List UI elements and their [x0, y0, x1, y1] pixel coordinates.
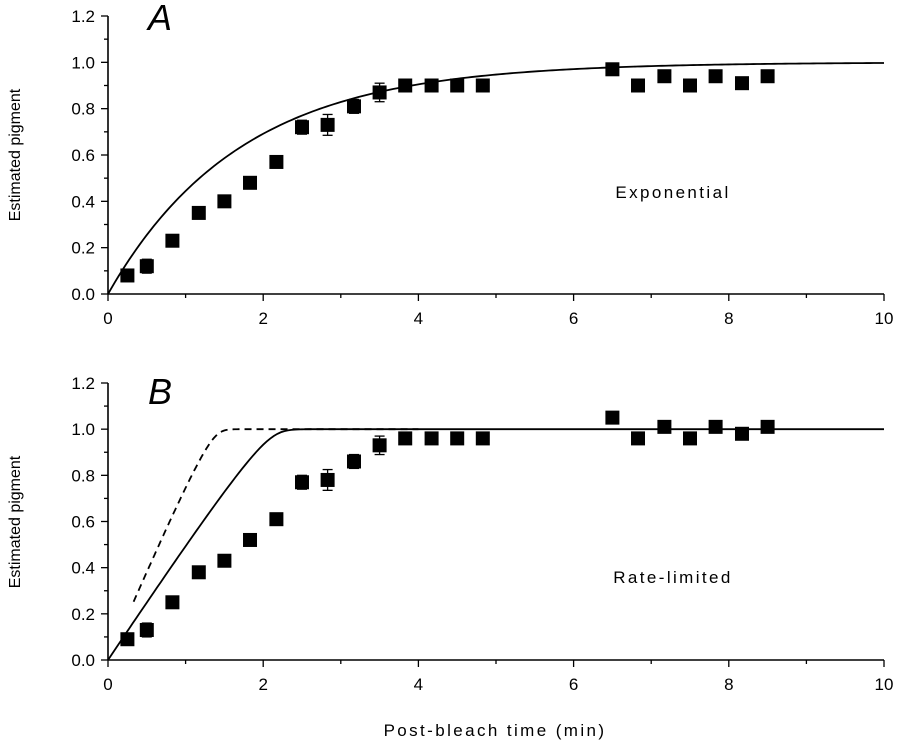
panel-label: B [148, 371, 172, 412]
data-point [450, 431, 465, 446]
data-point [708, 419, 723, 434]
x-tick-label: 8 [724, 309, 733, 328]
x-tick-label: 4 [414, 675, 423, 694]
panel-label: A [146, 0, 172, 38]
y-tick-label: 0.4 [71, 559, 95, 578]
data-point [269, 154, 284, 169]
data-point [760, 419, 775, 434]
y-axis-title: Estimated pigment [7, 455, 24, 588]
data-point [295, 475, 309, 490]
data-point [191, 565, 206, 580]
data-point [398, 78, 413, 93]
data-point [657, 69, 672, 84]
data-point [372, 85, 387, 100]
data-point [372, 438, 387, 453]
y-tick-label: 0.6 [71, 513, 95, 532]
data-point [217, 553, 232, 568]
data-point [708, 69, 723, 84]
y-tick-label: 0.6 [71, 146, 95, 165]
data-point [683, 431, 697, 446]
x-axis-title: Post-bleach time (min) [384, 721, 607, 740]
y-tick-label: 0.8 [71, 100, 95, 119]
x-tick-label: 0 [103, 309, 112, 328]
y-tick-label: 0.0 [71, 285, 95, 304]
data-point [605, 410, 620, 425]
data-point [320, 472, 335, 487]
x-tick-label: 2 [258, 309, 267, 328]
y-tick-label: 0.0 [71, 651, 95, 670]
y-tick-label: 0.2 [71, 605, 95, 624]
annotation-label: Exponential [615, 183, 730, 202]
data-point [398, 431, 413, 446]
y-tick-label: 0.8 [71, 466, 95, 485]
y-tick-label: 1.0 [71, 53, 95, 72]
data-point [191, 205, 206, 220]
annotation-label: Rate-limited [613, 568, 733, 587]
x-tick-label: 4 [414, 309, 423, 328]
data-point [346, 454, 361, 469]
data-point [760, 69, 775, 84]
y-tick-label: 1.2 [71, 7, 95, 26]
data-point [475, 431, 490, 446]
data-point [631, 431, 646, 446]
y-tick-label: 1.2 [71, 374, 95, 393]
data-point [657, 419, 672, 434]
data-point [165, 595, 180, 610]
data-point [139, 622, 154, 637]
x-tick-label: 10 [875, 675, 894, 694]
data-point [475, 78, 490, 93]
fit-curve [107, 428, 884, 661]
data-point [631, 78, 646, 93]
x-tick-label: 2 [258, 675, 267, 694]
data-point [139, 259, 154, 274]
x-tick-label: 8 [724, 675, 733, 694]
data-point [683, 78, 697, 93]
data-point [217, 194, 232, 209]
data-point [320, 117, 335, 132]
data-point [269, 512, 284, 527]
y-tick-label: 0.4 [71, 192, 95, 211]
y-tick-label: 1.0 [71, 420, 95, 439]
panel-a: 0.0 0.2 0.4 0.6 0.8 1.0 1.2 0 2 4 6 8 10 Estimated pi… [7, 0, 893, 328]
data-point [295, 120, 309, 135]
data-point [243, 175, 258, 190]
data-point [450, 78, 465, 93]
data-point [424, 431, 439, 446]
data-point [605, 62, 620, 77]
x-tick-label: 6 [569, 309, 578, 328]
x-tick-label: 0 [103, 675, 112, 694]
y-axis-title: Estimated pigment [7, 88, 24, 221]
data-point [243, 532, 258, 547]
data-point [165, 233, 180, 248]
data-point [346, 99, 361, 114]
data-point [120, 268, 135, 283]
y-tick-label: 0.2 [71, 239, 95, 258]
data-point [120, 632, 135, 647]
data-point [734, 426, 749, 441]
data-point [424, 78, 439, 93]
fit-curve [107, 62, 885, 295]
fit-curve-dashed [132, 428, 419, 603]
data-point [734, 76, 749, 91]
x-tick-label: 6 [569, 675, 578, 694]
panel-b: 0.0 0.2 0.4 0.6 0.8 1.0 1.2 0 2 4 6 8 10 Estimated pi… [7, 371, 893, 694]
x-tick-label: 10 [875, 309, 894, 328]
